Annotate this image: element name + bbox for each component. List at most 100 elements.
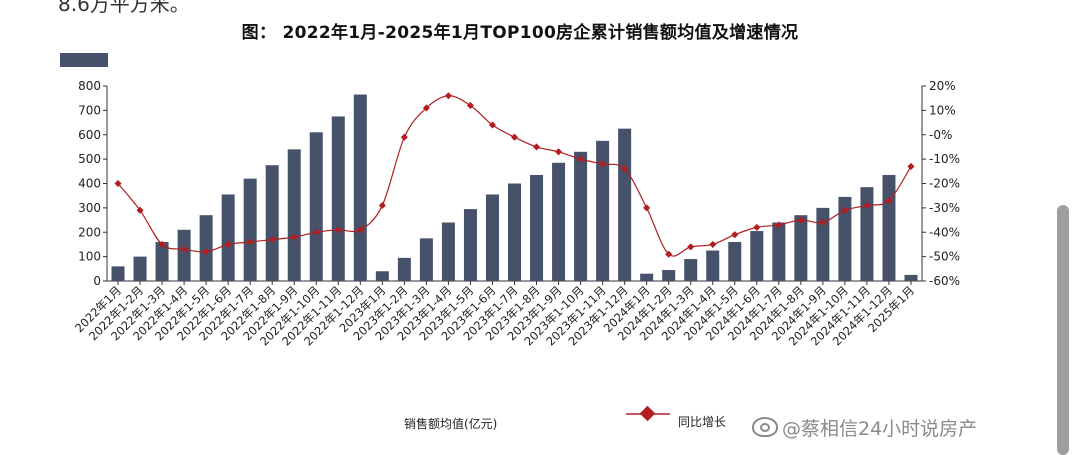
bar [243, 178, 257, 281]
legend-line-label: 同比增长 [678, 415, 726, 429]
left-tick-label: 500 [78, 152, 101, 166]
bar [618, 128, 632, 281]
bar [155, 242, 169, 281]
line-point [599, 160, 607, 168]
watermark-text: @蔡相信24小时说房产 [782, 418, 978, 440]
line-point [819, 218, 827, 227]
line-point [400, 133, 408, 141]
line-point [510, 133, 519, 141]
bar [463, 209, 477, 281]
bar [882, 174, 896, 281]
legend-diamond-marker [639, 405, 656, 422]
line-point [775, 221, 783, 229]
line-point [709, 240, 717, 248]
bar [838, 196, 852, 281]
line-point [665, 250, 673, 258]
line-point [555, 148, 563, 156]
line-point [290, 233, 298, 241]
chart-title: 图： 2022年1月-2025年1月TOP100房企累计销售额均值及增速情况 [241, 23, 799, 43]
bar [530, 174, 544, 281]
bar [397, 257, 411, 281]
scrollbar-thumb[interactable] [1057, 205, 1069, 455]
line-point [246, 238, 254, 246]
line-point [224, 240, 232, 248]
bar [331, 116, 345, 281]
bar [552, 162, 566, 281]
bar [640, 273, 654, 281]
bar [309, 132, 323, 281]
right-tick-label: 10% [929, 103, 956, 117]
line-point [136, 206, 144, 214]
watermark: @蔡相信24小时说房产 [752, 414, 977, 441]
bar [177, 229, 191, 281]
right-tick-label: -0% [929, 128, 952, 142]
bar [221, 194, 235, 281]
bar [508, 183, 521, 281]
right-tick-label: -10% [929, 152, 960, 166]
bar [485, 194, 499, 281]
left-tick-label: 600 [78, 128, 101, 142]
right-tick-label: -60% [929, 274, 960, 288]
bar [684, 259, 698, 281]
bar [728, 242, 742, 281]
bar [816, 207, 830, 281]
line-point [643, 204, 651, 212]
line-point [334, 226, 342, 234]
bar [750, 231, 764, 281]
bar [265, 165, 279, 281]
line-point [577, 155, 585, 163]
legend-bar-label: 销售额均值(亿元) [404, 416, 497, 431]
line-point [444, 92, 452, 100]
bar [904, 274, 918, 281]
left-tick-label: 300 [78, 201, 101, 215]
line-point [422, 104, 430, 112]
line-point [488, 121, 497, 129]
left-axis-ticks: 0 100 200 300 400 500 600 700 800 [78, 79, 107, 288]
bar [199, 215, 213, 281]
left-tick-label: 800 [78, 79, 101, 93]
bar [133, 256, 147, 281]
truncated-paragraph-text: 8.6万平方米。 [58, 0, 190, 16]
bar [860, 187, 874, 281]
chart-legend: 销售额均值(亿元) 同比增长 [404, 405, 726, 431]
bar [441, 222, 455, 281]
left-tick-label: 200 [78, 225, 101, 239]
growth-line-series [114, 92, 915, 258]
right-axis-ticks: 20% 10% -0% -10% -20% -30% -40% -50% -60% [922, 79, 960, 288]
line-point [841, 206, 849, 214]
left-tick-label: 400 [78, 177, 101, 191]
bar [706, 250, 720, 281]
line-point [731, 231, 739, 239]
right-tick-label: -30% [929, 201, 960, 215]
line-point [621, 165, 629, 173]
right-tick-label: -20% [929, 177, 960, 191]
left-tick-label: 0 [93, 274, 101, 288]
bar [287, 149, 301, 281]
line-point [885, 197, 893, 205]
bar-series [111, 94, 918, 285]
line-point [907, 162, 915, 170]
line-point [753, 223, 761, 231]
line-point [863, 201, 871, 209]
line-point [114, 179, 122, 188]
line-point [268, 236, 276, 244]
line-point [378, 201, 386, 209]
weibo-icon [752, 417, 778, 437]
right-tick-label: -40% [929, 225, 960, 239]
bar [574, 151, 588, 281]
bar [353, 94, 367, 281]
line-point [202, 248, 210, 256]
line-point [312, 228, 320, 236]
bar [596, 140, 610, 281]
line-point [158, 240, 166, 248]
bar [375, 271, 389, 281]
line-point [687, 243, 695, 251]
left-tick-label: 100 [78, 250, 101, 264]
right-tick-label: 20% [929, 79, 956, 93]
line-point [797, 216, 805, 224]
right-tick-label: -50% [929, 250, 960, 264]
legend-swatch-top-bar [60, 53, 108, 67]
line-point [532, 143, 541, 151]
line-point [356, 226, 364, 234]
